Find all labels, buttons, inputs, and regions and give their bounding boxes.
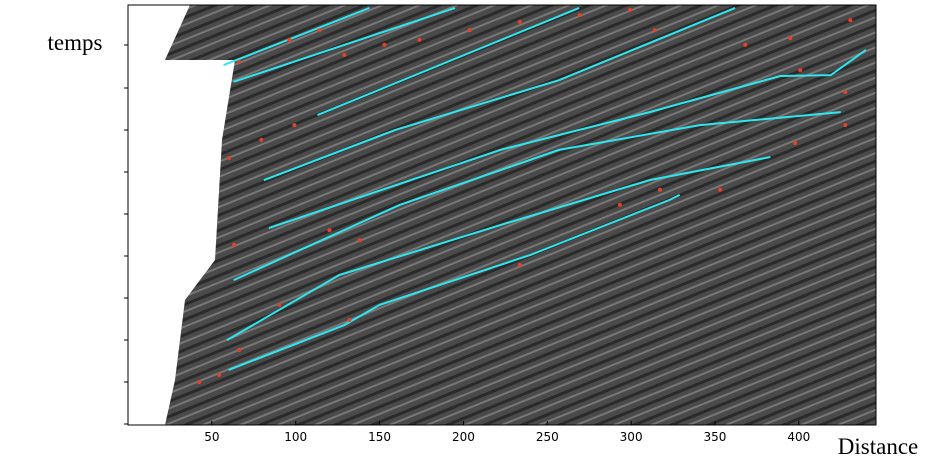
trace-line — [233, 111, 841, 282]
detected-point — [577, 13, 582, 18]
detected-point — [232, 242, 237, 247]
detected-point — [843, 123, 848, 128]
image-background — [128, 5, 876, 425]
x-tick-label: 350 — [704, 430, 727, 444]
detected-point — [237, 347, 242, 352]
x-tick-label: 50 — [204, 430, 219, 444]
detected-point — [382, 42, 387, 47]
x-tick-label: 200 — [452, 430, 475, 444]
x-tick-label: 250 — [536, 430, 559, 444]
trace-line — [226, 156, 771, 342]
detected-point — [197, 380, 202, 385]
detected-point — [292, 123, 297, 128]
detected-point — [627, 8, 632, 13]
x-tick-label: 150 — [368, 430, 391, 444]
detected-point — [277, 302, 282, 307]
detected-point — [657, 187, 662, 192]
detected-point — [357, 238, 362, 243]
trace-line — [263, 7, 736, 182]
trace-line — [223, 7, 370, 66]
detected-point — [788, 36, 793, 41]
detected-point — [237, 60, 242, 65]
detected-point — [517, 262, 522, 267]
y-axis-label: temps — [48, 30, 103, 55]
detected-point — [227, 155, 232, 160]
detected-point — [259, 137, 264, 142]
detected-point — [287, 37, 292, 42]
blank-region — [128, 5, 235, 425]
detected-point — [793, 141, 798, 146]
detected-point — [843, 89, 848, 94]
detected-point — [652, 28, 657, 33]
detected-point — [517, 19, 522, 24]
detected-point — [417, 37, 422, 42]
detected-point — [617, 202, 622, 207]
detected-point — [217, 373, 222, 378]
detected-point — [467, 28, 472, 33]
trace-line — [317, 7, 580, 116]
x-tick-label: 300 — [620, 430, 643, 444]
detected-point — [342, 52, 347, 57]
trace-line — [228, 193, 681, 371]
trace-line — [268, 49, 867, 229]
detected-point — [798, 68, 803, 73]
detected-point — [743, 42, 748, 47]
axes-frame — [127, 4, 877, 426]
detected-point — [718, 187, 723, 192]
x-axis-label: Distance — [838, 434, 918, 459]
trace-line — [233, 6, 456, 83]
detected-point — [347, 318, 352, 322]
y-tick-marks — [124, 44, 128, 425]
x-tick-label: 400 — [787, 430, 810, 444]
x-tick-label: 100 — [284, 430, 307, 444]
detected-point — [317, 28, 322, 33]
detected-point — [848, 18, 853, 23]
detected-point — [327, 228, 332, 233]
